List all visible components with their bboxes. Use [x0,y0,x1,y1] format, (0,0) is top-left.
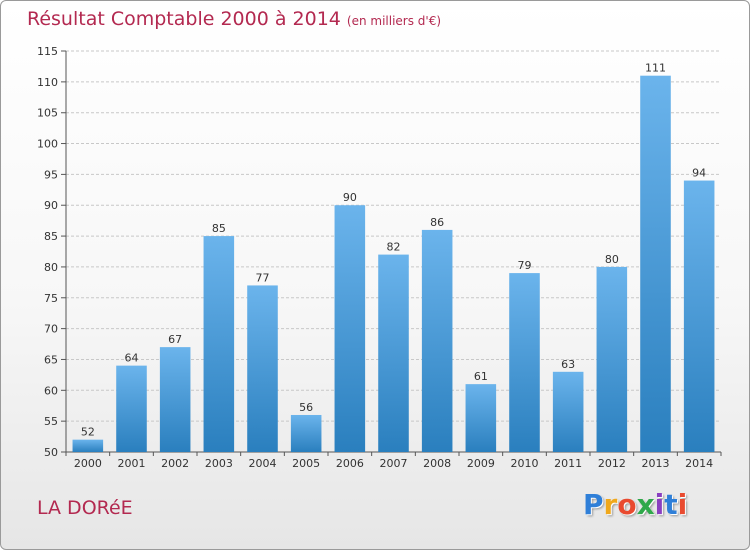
x-tick-label: 2008 [423,457,451,470]
y-tick-label: 65 [44,353,58,366]
bar [683,180,715,453]
x-tick-label: 2010 [511,457,539,470]
x-tick-label: 2013 [642,457,670,470]
x-tick-label: 2007 [380,457,408,470]
bar-value-label: 82 [387,241,401,254]
x-tick-label: 2011 [554,457,582,470]
proxiti-logo: Proxiti [583,488,687,521]
x-tick-label: 2009 [467,457,495,470]
x-tick-label: 2001 [118,457,146,470]
bar [72,439,104,452]
bar [596,266,628,452]
logo-letter: o [617,488,637,521]
chart-title: Résultat Comptable 2000 à 2014 (en millie… [27,8,441,30]
y-tick-label: 55 [44,415,58,428]
bar [116,365,147,452]
bar [552,371,584,452]
x-tick-label: 2006 [336,457,364,470]
bar-value-label: 86 [430,216,444,229]
bar-value-label: 85 [212,222,226,235]
x-tick-label: 2005 [292,457,320,470]
bar [509,273,540,452]
x-tick-label: 2014 [685,457,713,470]
bar-value-label: 64 [125,352,139,365]
y-tick-label: 110 [37,76,58,89]
x-tick-label: 2012 [598,457,626,470]
bar-value-label: 52 [81,426,95,439]
logo-letter: P [583,488,604,521]
bar [465,384,497,452]
bar [334,205,366,452]
x-tick-label: 2002 [161,457,189,470]
logo-letter: r [603,488,618,521]
logo-letter: i [677,488,688,521]
bar-value-label: 67 [168,333,182,346]
y-tick-label: 50 [44,446,58,459]
bar-value-label: 80 [605,253,619,266]
bar [203,236,235,452]
bar-value-label: 56 [299,401,313,414]
bar [378,254,409,452]
logo-letter: i [654,488,665,521]
y-tick-label: 115 [37,45,58,58]
bar-value-label: 79 [518,259,532,272]
x-tick-label: 2003 [205,457,233,470]
y-tick-label: 80 [44,261,58,274]
chart-title-unit: (en milliers d'€) [346,14,442,28]
logo-letter: t [664,488,678,521]
y-tick-label: 85 [44,230,58,243]
y-tick-label: 90 [44,199,58,212]
x-tick-label: 2000 [74,457,102,470]
bar-value-label: 61 [474,370,488,383]
bar [640,75,671,452]
bar-value-label: 94 [692,167,706,180]
chart-title-text: Résultat Comptable 2000 à 2014 [27,8,341,30]
y-tick-label: 95 [44,168,58,181]
bar-value-label: 63 [561,358,575,371]
bar-value-label: 77 [256,271,270,284]
bar [159,347,191,452]
bar [247,285,278,452]
y-tick-label: 70 [44,323,58,336]
y-tick-label: 75 [44,292,58,305]
place-name: LA DORéE [37,497,133,519]
bar-value-label: 111 [645,62,666,75]
bar [421,229,453,452]
y-tick-label: 105 [37,107,58,120]
bar-value-label: 90 [343,191,357,204]
x-tick-label: 2004 [249,457,277,470]
logo-letter: x [636,488,655,521]
bar [290,414,322,452]
y-tick-label: 100 [37,138,58,151]
y-tick-label: 60 [44,384,58,397]
